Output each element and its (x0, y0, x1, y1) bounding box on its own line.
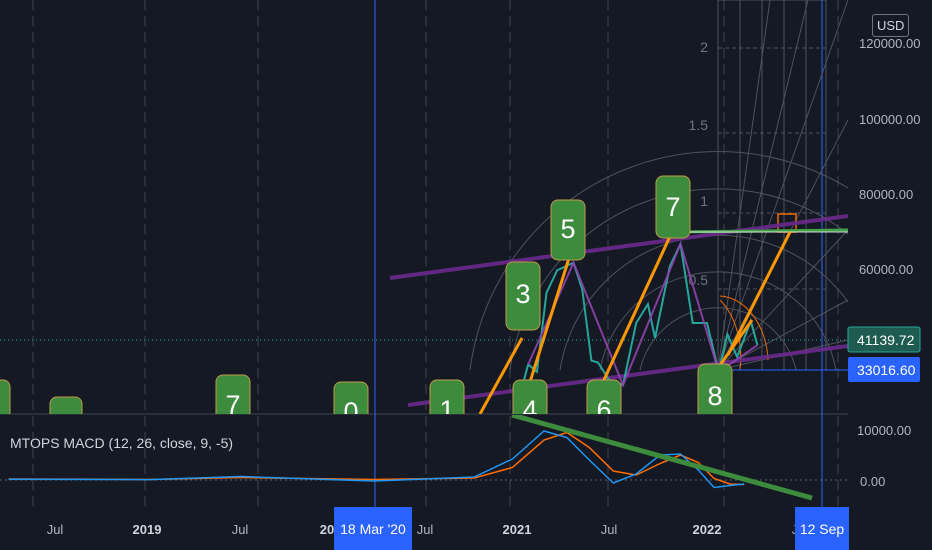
wave-label-badge: 6 (586, 379, 622, 425)
time-tick: 20 (320, 522, 334, 537)
fib-drawing[interactable] (469, 0, 932, 371)
wave-label-badge: 7 (655, 175, 691, 239)
current-price-value: 41139.72 (857, 332, 915, 348)
divergence-line (511, 415, 813, 501)
wave-label-badge: 5 (550, 199, 586, 261)
wave-label-badge: 4 (512, 379, 548, 425)
price-line (520, 240, 759, 392)
time-tick: 2021 (503, 522, 532, 537)
price-tick: 60000.00 (859, 262, 913, 277)
wave-label-badge: 7 (215, 374, 251, 420)
wave-labels[interactable]: 7 0 1 3 4 5 6 7 (0, 175, 733, 445)
wave-label-text: 7 (225, 390, 240, 420)
wave-label-badge: 8 (697, 363, 733, 414)
wave-label-text: 1 (439, 395, 454, 425)
time-tick: 2019 (133, 522, 162, 537)
wave-label-text: 7 (665, 192, 680, 222)
time-tick: Jul (47, 522, 64, 537)
wave-label-text: 3 (515, 279, 530, 309)
price-tick: 80000.00 (859, 187, 913, 202)
time-tick: 2022 (693, 522, 722, 537)
fib-level-label: 1.5 (689, 117, 709, 133)
wave-label-badge: 1 (429, 379, 465, 425)
wave-label-text: 4 (522, 395, 537, 425)
fib-level-labels: 2 1.5 1 0.5 (689, 39, 709, 288)
macd-line (8, 430, 745, 489)
crosshair-time-tag-left: 18 Mar '20 (334, 507, 412, 550)
price-tick: 120000.00 (859, 36, 920, 51)
macd-tick: 0.00 (860, 474, 885, 489)
crosshair-price-tag: 33016.60 (848, 357, 920, 382)
channel-lines[interactable] (389, 214, 848, 407)
crosshair-price-value: 33016.60 (857, 362, 916, 378)
time-tick: Jul (601, 522, 618, 537)
wave-label-text: 8 (707, 381, 722, 411)
wave-label-text: 5 (560, 214, 575, 244)
macd-tick: 10000.00 (857, 423, 911, 438)
crosshair-time-right: 12 Sep (800, 521, 845, 537)
wave-label-badge (0, 379, 11, 414)
price-tick: 100000.00 (859, 112, 920, 127)
wave-label-text: 6 (596, 395, 611, 425)
macd-title: MTOPS MACD (12, 26, close, 9, -5) (10, 435, 233, 451)
impulse-lines[interactable] (478, 231, 792, 414)
macd-pane[interactable] (0, 415, 848, 501)
time-tick: Jul (232, 522, 249, 537)
grid-lines (32, 0, 839, 507)
wave-label-text: 0 (343, 397, 358, 427)
currency-button[interactable]: USD (872, 14, 910, 37)
time-tick: Jul (417, 522, 434, 537)
current-price-tag: 41139.72 (847, 326, 921, 353)
wave-label-badge: 0 (333, 381, 369, 427)
wave-label-badge (49, 396, 83, 414)
crosshair-time-tag-right: 12 Sep (795, 507, 849, 550)
price-axis[interactable]: 120000.00 100000.00 80000.00 60000.00 41… (847, 0, 932, 550)
crosshair-time-left: 18 Mar '20 (340, 521, 406, 537)
fib-level-label: 2 (700, 39, 708, 55)
wave-label-badge: 3 (505, 261, 541, 331)
time-axis[interactable]: Jul 2019 Jul 20 Jul 2021 Jul 2022 J 18 M… (0, 507, 849, 550)
fib-level-label: 1 (700, 193, 708, 209)
